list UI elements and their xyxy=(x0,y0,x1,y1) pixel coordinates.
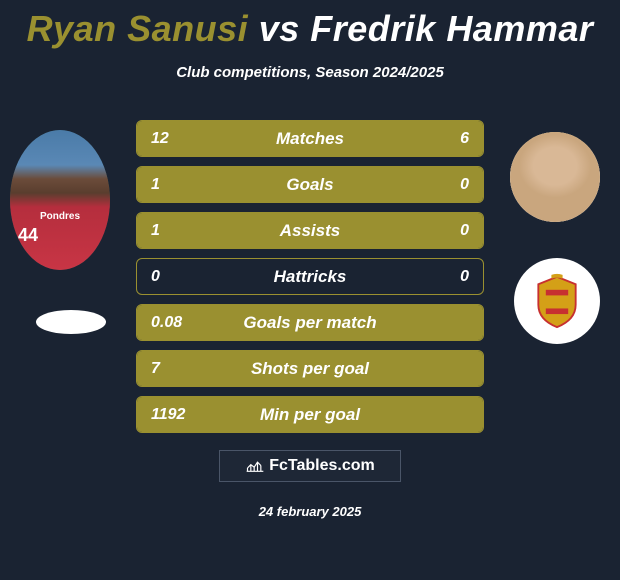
title-separator: vs xyxy=(259,8,300,49)
subtitle: Club competitions, Season 2024/2025 xyxy=(0,64,620,81)
player2-name: Fredrik Hammar xyxy=(310,8,593,49)
stat-row: 12Matches6 xyxy=(136,120,484,157)
fctables-icon xyxy=(245,458,265,474)
branding-box: FcTables.com xyxy=(219,450,401,482)
footer-date: 24 february 2025 xyxy=(259,504,362,519)
stat-label: Min per goal xyxy=(211,405,409,425)
stat-row: 0.08Goals per match xyxy=(136,304,484,341)
stat-label: Goals per match xyxy=(211,313,409,333)
stat-row: 7Shots per goal xyxy=(136,350,484,387)
player2-avatar xyxy=(510,132,600,222)
stat-row: 1Assists0 xyxy=(136,212,484,249)
stats-comparison-table: 12Matches61Goals01Assists00Hattricks00.0… xyxy=(136,120,484,442)
player1-jersey-sponsor: Pondres xyxy=(40,211,80,222)
stat-value-left: 0 xyxy=(137,268,211,286)
stat-label: Assists xyxy=(211,221,409,241)
stat-label: Shots per goal xyxy=(211,359,409,379)
stat-value-left: 7 xyxy=(137,360,211,378)
branding-text: FcTables.com xyxy=(269,457,375,475)
stat-value-right: 0 xyxy=(409,268,483,286)
player1-avatar: Pondres 44 xyxy=(10,130,110,270)
stat-row: 1192Min per goal xyxy=(136,396,484,433)
comparison-title: Ryan Sanusi vs Fredrik Hammar xyxy=(0,0,620,50)
stat-value-left: 1 xyxy=(137,222,211,240)
player1-jersey-number: 44 xyxy=(18,225,38,246)
stat-value-left: 1 xyxy=(137,176,211,194)
stat-row: 0Hattricks0 xyxy=(136,258,484,295)
player1-name: Ryan Sanusi xyxy=(27,8,249,49)
stat-value-right: 0 xyxy=(409,176,483,194)
stat-row: 1Goals0 xyxy=(136,166,484,203)
stat-value-right: 0 xyxy=(409,222,483,240)
stat-value-left: 0.08 xyxy=(137,314,211,332)
stat-label: Hattricks xyxy=(211,267,409,287)
club-crest-icon xyxy=(529,273,585,329)
stat-value-right: 6 xyxy=(409,130,483,148)
player2-club-badge xyxy=(514,258,600,344)
player1-club-badge xyxy=(36,310,106,334)
stat-value-left: 12 xyxy=(137,130,211,148)
stat-label: Goals xyxy=(211,175,409,195)
stat-label: Matches xyxy=(211,129,409,149)
stat-value-left: 1192 xyxy=(137,406,211,424)
